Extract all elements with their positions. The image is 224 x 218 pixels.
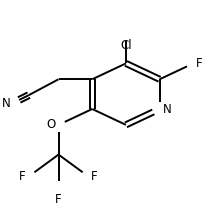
Text: F: F bbox=[55, 193, 62, 206]
Text: F: F bbox=[19, 170, 26, 183]
Text: F: F bbox=[91, 170, 98, 183]
Text: Cl: Cl bbox=[120, 39, 132, 52]
Text: O: O bbox=[46, 118, 56, 131]
Text: N: N bbox=[2, 97, 11, 110]
Text: N: N bbox=[163, 102, 171, 116]
Text: F: F bbox=[196, 57, 203, 70]
